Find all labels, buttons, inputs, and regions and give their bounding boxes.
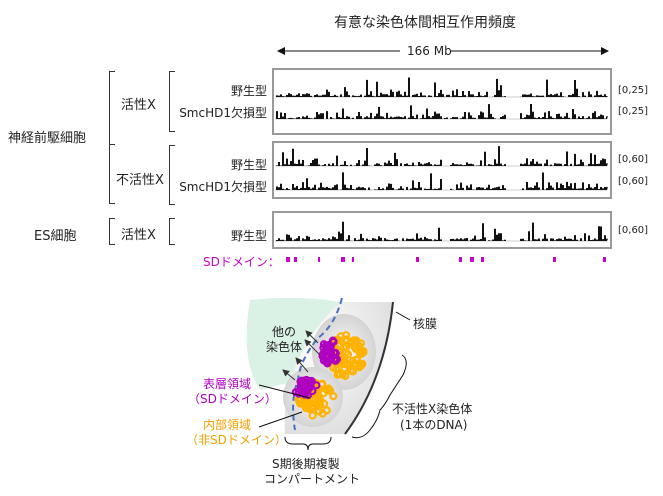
sd-domain-mark [603, 257, 606, 262]
sd-domain-mark [341, 257, 345, 262]
sd-domain-mark [481, 257, 484, 262]
compartment-label: S期後期複製 [272, 457, 340, 471]
track-label: SmcHD1欠損型 [179, 106, 267, 120]
track-label: 野生型 [230, 229, 267, 243]
track-label: 野生型 [230, 84, 267, 98]
track-label: 野生型 [230, 158, 267, 172]
subgroup-label: 活性X [121, 228, 156, 243]
group-label-npc: 神経前駆細胞 [8, 131, 87, 146]
chromatin-loop [355, 363, 364, 372]
track-signal [276, 104, 608, 119]
chromatin-loop [296, 399, 305, 408]
chromatin-loop [328, 336, 337, 345]
track-label: SmcHD1欠損型 [179, 180, 267, 194]
chromatin-loop [350, 359, 359, 368]
sd-domain-label: SDドメイン： [203, 255, 280, 269]
track-signals [275, 77, 608, 262]
chromatin-loop [306, 381, 315, 390]
track-signal [276, 146, 608, 166]
bracket [169, 145, 175, 205]
chromatin-loop [327, 351, 337, 361]
sd-domain-mark [286, 257, 290, 262]
chromatin-loop [341, 331, 351, 340]
track-panel [272, 68, 612, 135]
figure-title: 有意な染色体間相互作用頻度 [334, 15, 516, 31]
chromatin-loop [326, 386, 335, 395]
chromatin-loop [342, 342, 351, 351]
inactive-x-label: 不活性X染色体 [392, 402, 473, 416]
chromatin-loop [316, 395, 325, 405]
surface-region-sub: （SDドメイン） [188, 392, 277, 406]
surface-region-label: 表層領域 [203, 377, 252, 391]
chromatin-loop [333, 370, 342, 379]
chromatin-loop [349, 367, 358, 376]
chromatin-loop [324, 340, 333, 350]
track-range: [0,60] [618, 225, 649, 236]
subgroup-label: 不活性X [116, 173, 164, 188]
bracket [169, 71, 175, 132]
chromatin-loop [343, 350, 353, 359]
sd-domain-mark [318, 257, 320, 262]
chromatin-loop [355, 348, 364, 357]
chromatin-loop [322, 406, 331, 415]
track-range: [0,60] [618, 176, 649, 187]
group-label-es: ES細胞 [34, 229, 77, 244]
bracket [109, 71, 115, 204]
sd-domain-mark [352, 257, 354, 262]
track-signal [276, 221, 608, 241]
bracket [169, 218, 175, 245]
chromatin-loop [340, 359, 349, 369]
chromatin-loop [300, 390, 310, 399]
chromatin-loop [319, 356, 328, 365]
nuclear-membrane-label: 核膜 [413, 317, 438, 331]
inactive-x-sub: (1本のDNA) [400, 418, 468, 432]
track-range: [0,25] [618, 106, 649, 117]
compartment-sub: コンパートメント [264, 472, 361, 486]
sd-domain-mark [416, 257, 419, 262]
sd-domain-mark [294, 257, 297, 262]
sd-domain-mark [470, 257, 474, 262]
sd-domain-mark [553, 257, 556, 262]
track-range: [0,60] [618, 154, 649, 165]
chromatin-loop [346, 338, 356, 347]
chromatin-loop [307, 402, 316, 411]
subgroup-label: 活性X [121, 98, 156, 113]
track-signal [276, 172, 608, 190]
inner-region-label: 内部領域 [203, 418, 252, 432]
bracket [109, 218, 115, 245]
sd-domain-mark [459, 257, 462, 262]
chromatin-loop [319, 340, 328, 349]
other-chromosome-label: 他の 染色体 [266, 325, 303, 354]
track-signal [276, 77, 608, 97]
chromatin-loop [326, 344, 335, 354]
track-panel [272, 211, 612, 249]
inner-region-sub: （非SDドメイン） [186, 433, 287, 447]
track-range: [0,25] [618, 85, 649, 96]
scale-label: 166 Mb [407, 44, 452, 58]
